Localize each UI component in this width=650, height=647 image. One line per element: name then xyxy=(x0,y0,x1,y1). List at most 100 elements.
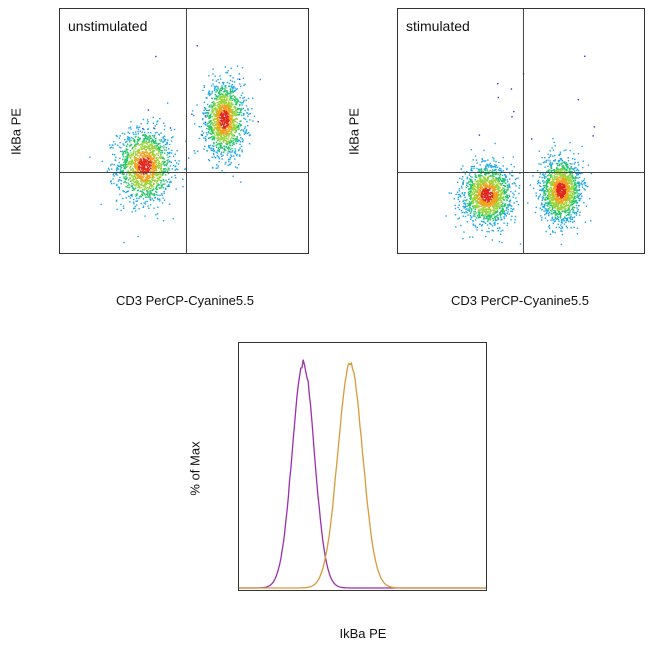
event-dot xyxy=(579,197,582,200)
event-dot xyxy=(503,222,505,224)
event-dot xyxy=(222,99,224,101)
event-dot xyxy=(161,180,163,182)
event-dot xyxy=(552,231,554,233)
event-dot xyxy=(129,173,132,176)
event-dot xyxy=(208,120,210,123)
event-dot xyxy=(217,128,219,130)
event-dot xyxy=(569,210,571,212)
event-dot xyxy=(240,145,243,147)
event-dot xyxy=(545,230,547,233)
event-dot xyxy=(162,220,165,222)
event-dot xyxy=(172,217,174,220)
event-dot xyxy=(477,174,480,177)
event-dot xyxy=(567,208,569,211)
event-dot xyxy=(168,169,170,171)
event-dot xyxy=(128,127,130,129)
event-dot xyxy=(146,181,148,184)
event-dot xyxy=(138,140,140,142)
event-dot xyxy=(150,183,152,186)
event-dot xyxy=(471,176,473,179)
event-dot xyxy=(126,153,129,155)
event-dot xyxy=(221,126,223,129)
event-dot xyxy=(223,107,225,109)
event-dot xyxy=(572,216,574,219)
event-dot xyxy=(458,200,461,203)
event-dot xyxy=(147,190,149,192)
event-dot xyxy=(129,177,131,179)
event-dot xyxy=(479,223,481,226)
event-dot xyxy=(135,185,137,187)
event-dot xyxy=(209,144,212,147)
event-dot xyxy=(136,163,138,165)
event-dot xyxy=(221,170,223,172)
event-dot xyxy=(542,198,544,200)
event-dot xyxy=(545,210,547,212)
event-dot xyxy=(148,196,150,198)
event-dot xyxy=(136,190,139,192)
event-dot xyxy=(161,194,163,196)
event-dot xyxy=(151,190,153,192)
event-dot xyxy=(124,167,126,170)
event-dot xyxy=(216,152,219,154)
event-dot xyxy=(232,77,234,79)
event-dot xyxy=(489,211,491,213)
event-dot xyxy=(562,161,565,163)
event-dot xyxy=(489,188,491,190)
event-dot xyxy=(139,146,142,148)
event-dot xyxy=(232,91,234,94)
event-dot xyxy=(532,175,534,177)
event-dot xyxy=(228,163,231,166)
event-dot xyxy=(219,122,221,124)
event-dot xyxy=(229,97,232,99)
event-dot xyxy=(486,163,488,165)
event-dot xyxy=(503,216,505,218)
event-dot xyxy=(164,183,166,185)
event-dot xyxy=(167,152,169,154)
event-dot xyxy=(489,186,491,188)
event-dot xyxy=(569,168,571,170)
event-dot xyxy=(148,182,151,185)
event-dot xyxy=(166,185,168,187)
event-dot xyxy=(565,164,567,166)
event-dot xyxy=(160,176,162,178)
event-dot xyxy=(133,146,135,148)
event-dot xyxy=(484,181,486,183)
event-dot xyxy=(508,200,511,202)
event-dot xyxy=(213,85,216,87)
event-dot xyxy=(216,109,218,111)
event-dot xyxy=(545,161,547,163)
event-dot xyxy=(515,185,517,187)
event-dot xyxy=(221,104,223,106)
event-dot xyxy=(126,190,129,193)
event-dot xyxy=(230,162,232,164)
event-dot xyxy=(214,109,216,111)
event-dot xyxy=(470,189,472,191)
event-dot xyxy=(236,153,238,155)
event-dot xyxy=(216,95,218,98)
event-dot xyxy=(133,173,136,175)
event-dot xyxy=(128,164,130,166)
event-dot xyxy=(140,172,142,174)
event-dot xyxy=(481,203,483,205)
event-dot xyxy=(133,198,135,201)
event-dot xyxy=(484,199,487,201)
event-dot xyxy=(473,199,475,201)
event-dot xyxy=(172,136,174,138)
event-dot xyxy=(206,97,208,99)
event-dot xyxy=(129,201,131,203)
event-dot xyxy=(248,134,251,137)
event-dot xyxy=(188,157,190,159)
event-dot xyxy=(518,184,521,187)
event-dot xyxy=(562,165,564,167)
event-dot xyxy=(554,231,556,234)
event-dot xyxy=(125,182,127,184)
event-dot xyxy=(113,182,115,185)
event-dot xyxy=(470,190,472,193)
event-dot xyxy=(511,215,513,217)
event-dot xyxy=(573,220,575,222)
event-dot xyxy=(222,154,224,156)
event-dot xyxy=(573,226,575,228)
event-dot xyxy=(460,209,463,212)
event-dot xyxy=(209,137,211,139)
event-dot xyxy=(222,115,224,117)
